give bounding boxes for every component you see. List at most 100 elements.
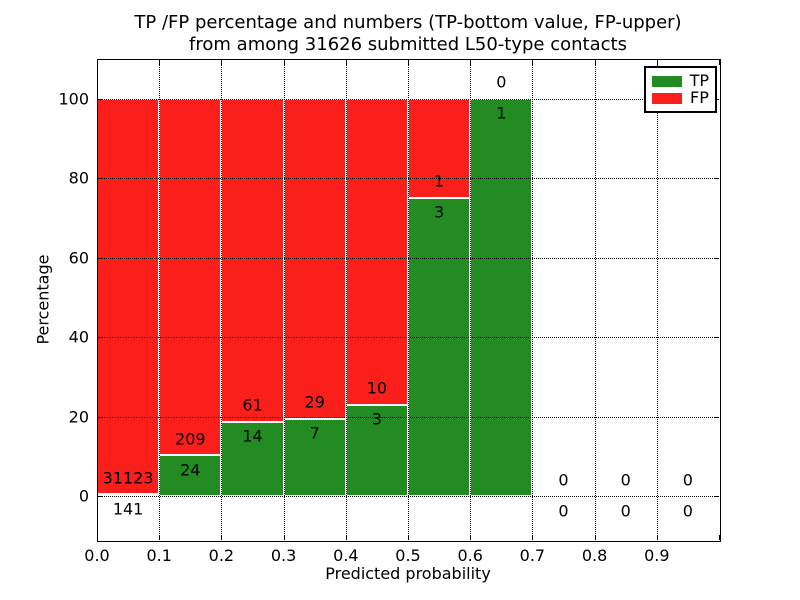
x-tick-mark <box>408 535 409 540</box>
bar-label-tp: 7 <box>309 423 320 443</box>
v-gridline <box>656 59 658 540</box>
legend-item-tp: TP <box>652 73 709 89</box>
y-tick-mark <box>714 178 719 180</box>
bar-segment-tp <box>159 455 222 497</box>
bar-label-tp: 24 <box>180 460 201 480</box>
y-tick-mark <box>98 178 103 180</box>
x-tick-mark <box>345 535 347 540</box>
bar-segment-fp <box>283 98 346 419</box>
x-tick-mark <box>532 535 534 540</box>
x-tick-label: 0.2 <box>208 546 235 565</box>
v-gridline <box>159 59 161 540</box>
x-tick-mark <box>221 60 223 65</box>
x-tick-mark <box>221 535 223 540</box>
y-tick-mark <box>98 337 103 339</box>
bar-label-tp: 0 <box>558 501 569 521</box>
v-gridline <box>532 59 534 540</box>
y-tick-mark <box>98 257 103 259</box>
x-tick-mark <box>97 535 98 540</box>
bar-label-tp: 1 <box>496 103 507 123</box>
bar-label-fp: 29 <box>304 392 325 412</box>
fp-legend-swatch <box>652 92 682 104</box>
x-tick-mark <box>97 60 98 65</box>
x-tick-mark <box>283 60 285 65</box>
bar-label-tp: 3 <box>371 409 382 429</box>
bar-segment-fp <box>221 98 284 423</box>
x-tick-mark <box>283 535 285 540</box>
chart-title: TP /FP percentage and numbers (TP-bottom… <box>97 12 719 56</box>
bar-segment-tp <box>408 198 471 497</box>
y-tick-label: 20 <box>68 407 89 427</box>
x-tick-label: 0.5 <box>395 546 421 565</box>
bar-label-fp: 0 <box>558 470 569 490</box>
legend-label-tp: TP <box>689 71 709 90</box>
x-axis-label: Predicted probability <box>325 564 491 583</box>
v-gridline <box>283 59 285 540</box>
bar-label-tp: 0 <box>620 501 631 521</box>
x-tick-label: 0.3 <box>270 546 297 565</box>
x-tick-mark <box>159 60 161 65</box>
x-tick-mark <box>719 535 720 540</box>
x-tick-mark <box>470 60 472 65</box>
bar-label-fp: 10 <box>366 378 388 398</box>
bar-label-tp: 3 <box>434 202 445 222</box>
y-tick-label: 100 <box>58 89 89 109</box>
bar-label-fp: 0 <box>496 72 507 92</box>
v-gridline <box>221 59 223 540</box>
bar-label-tp: 141 <box>112 499 144 519</box>
x-tick-mark <box>656 60 658 65</box>
x-tick-mark <box>408 60 409 65</box>
y-tick-mark <box>714 257 719 259</box>
y-tick-mark <box>98 496 103 498</box>
y-tick-mark <box>714 416 719 418</box>
bar-segment-tp <box>470 98 533 497</box>
chart-title-line1: TP /FP percentage and numbers (TP-bottom… <box>134 12 682 33</box>
y-axis-label: Percentage <box>33 254 53 345</box>
x-tick-mark <box>345 60 347 65</box>
bar-label-tp: 14 <box>242 426 263 446</box>
y-tick-mark <box>714 337 719 339</box>
y-tick-mark <box>98 416 103 418</box>
bar-label-fp: 209 <box>175 429 206 449</box>
v-gridline <box>408 59 409 540</box>
v-gridline <box>470 59 472 540</box>
bar-segment-fp <box>159 98 222 456</box>
chart-title-line2: from among 31626 submitted L50-type cont… <box>189 34 627 55</box>
x-tick-label: 0.8 <box>581 546 608 565</box>
bar-segment-fp <box>345 98 408 405</box>
x-tick-mark <box>470 535 472 540</box>
x-tick-label: 0.9 <box>644 546 670 565</box>
bar-label-fp: 31123 <box>102 468 154 488</box>
x-tick-label: 0.1 <box>146 546 172 565</box>
x-tick-mark <box>532 60 534 65</box>
x-tick-label: 0.4 <box>333 546 359 565</box>
legend-label-fp: FP <box>690 88 709 107</box>
x-tick-mark <box>159 535 161 540</box>
x-tick-mark <box>656 535 658 540</box>
bar-label-tp: 0 <box>682 501 693 521</box>
legend: TP FP <box>644 66 717 113</box>
bar-segment-tp <box>283 418 346 497</box>
bar-label-fp: 1 <box>434 171 445 191</box>
bar-label-fp: 0 <box>682 470 693 490</box>
legend-item-fp: FP <box>652 90 709 106</box>
bar-label-fp: 61 <box>242 395 263 415</box>
bar-segment-tp <box>345 404 408 497</box>
x-tick-mark <box>594 60 596 65</box>
y-tick-label: 60 <box>68 248 89 268</box>
x-tick-label: 0.6 <box>457 546 483 565</box>
y-tick-label: 0 <box>78 486 89 506</box>
bar-segment-fp <box>97 98 160 495</box>
bar-label-fp: 0 <box>620 470 631 490</box>
x-tick-label: 0.0 <box>84 546 110 565</box>
y-tick-mark <box>98 98 103 100</box>
y-tick-label: 80 <box>68 168 89 188</box>
x-tick-label: 0.7 <box>519 546 546 565</box>
x-tick-mark <box>719 60 720 65</box>
y-tick-label: 40 <box>68 327 89 347</box>
y-tick-mark <box>714 496 719 498</box>
v-gridline <box>345 59 347 540</box>
x-tick-mark <box>594 535 596 540</box>
v-gridline <box>594 59 596 540</box>
